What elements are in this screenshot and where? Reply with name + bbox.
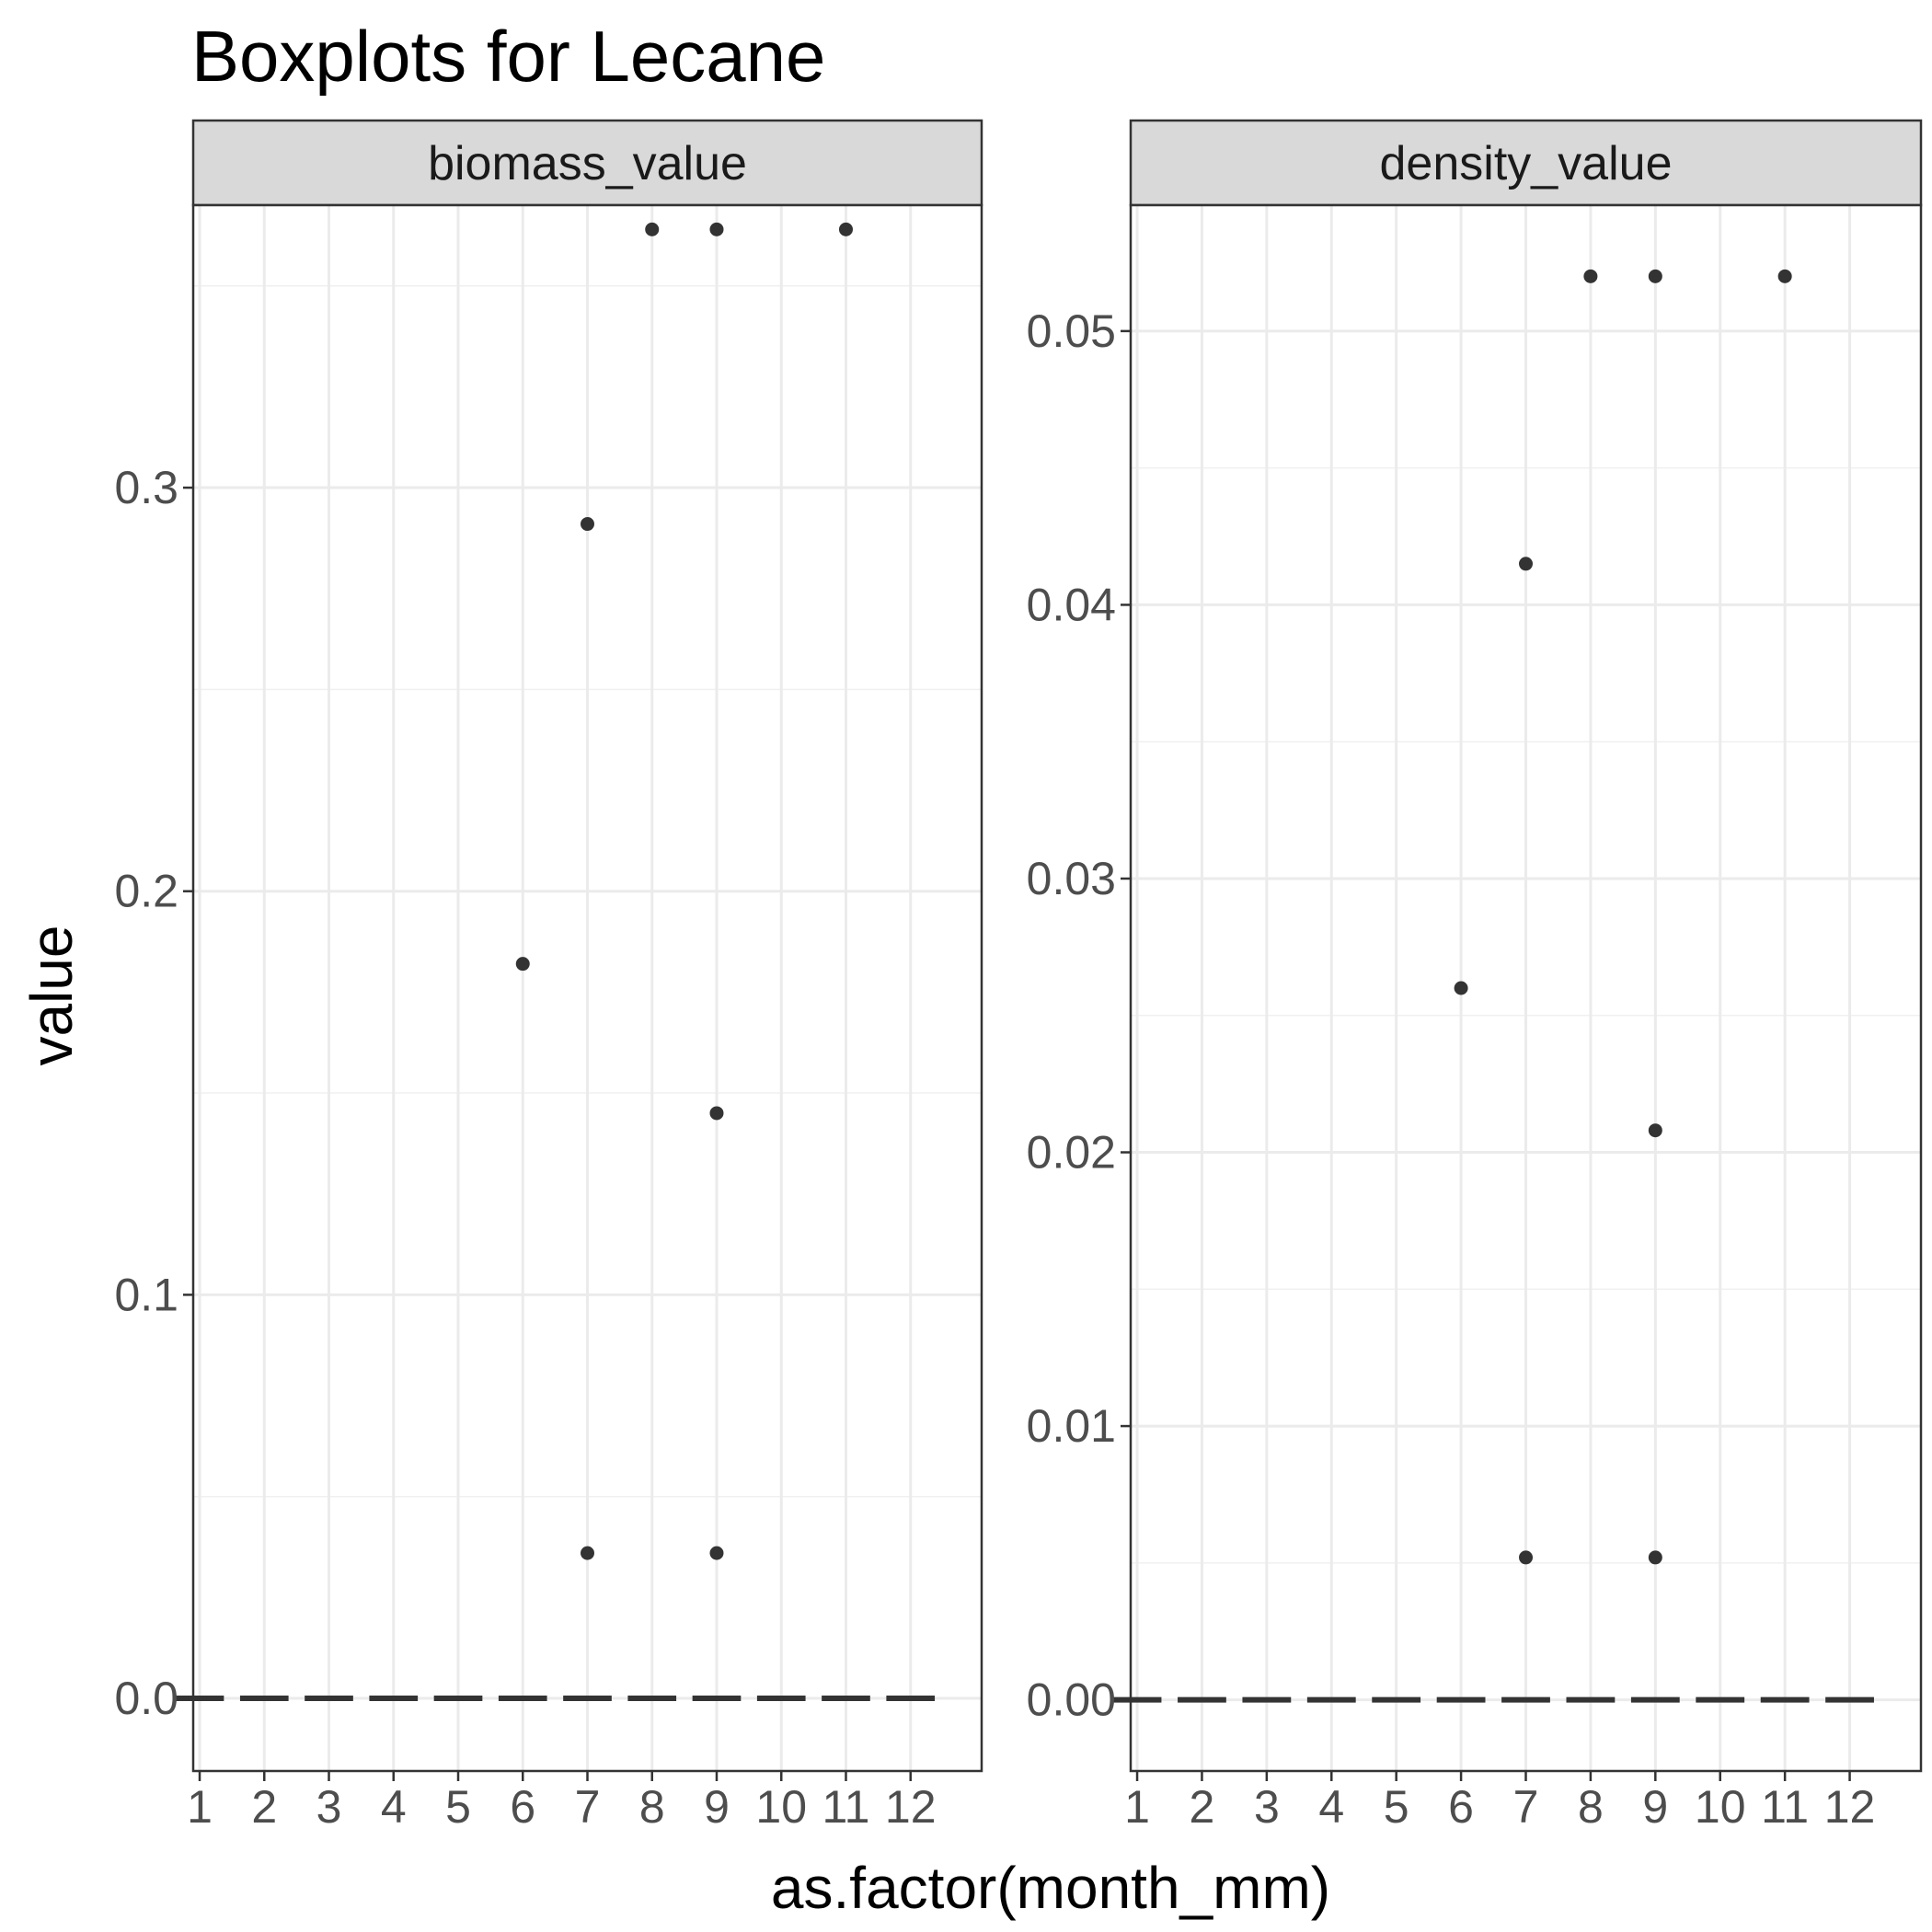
- x-tick-label: 11: [1761, 1781, 1809, 1833]
- y-tick-label: 0.03: [1027, 853, 1116, 904]
- x-tick-label: 10: [755, 1781, 807, 1833]
- outlier-point: [1583, 269, 1598, 283]
- outlier-point: [581, 517, 594, 532]
- facet-strip: [191, 119, 983, 207]
- y-tick-label: 0.02: [1027, 1127, 1116, 1179]
- x-tick-label: 9: [704, 1781, 730, 1833]
- outlier-point: [709, 1106, 724, 1121]
- y-tick-label: 0.1: [114, 1269, 178, 1320]
- outlier-point: [1648, 1550, 1662, 1565]
- x-tick-label: 7: [575, 1781, 601, 1833]
- y-axis-title: value: [18, 926, 85, 1066]
- x-tick-label: 4: [1318, 1781, 1344, 1833]
- x-tick-label: 7: [1513, 1781, 1539, 1833]
- y-tick-label: 0.01: [1027, 1400, 1116, 1452]
- outlier-point: [515, 957, 530, 972]
- y-tick-label: 0.3: [114, 462, 178, 513]
- outlier-point: [1454, 981, 1468, 995]
- y-tick-label: 0.00: [1027, 1674, 1116, 1726]
- x-tick-label: 3: [1254, 1781, 1280, 1833]
- x-tick-label: 6: [510, 1781, 535, 1833]
- x-tick-label: 8: [1578, 1781, 1604, 1833]
- x-tick-label: 1: [1124, 1781, 1150, 1833]
- x-tick-label: 12: [885, 1781, 937, 1833]
- outlier-point: [1519, 557, 1533, 571]
- x-tick-label: 10: [1695, 1781, 1746, 1833]
- chart-title: Boxplots for Lecane: [191, 16, 825, 97]
- x-tick-label: 9: [1642, 1781, 1668, 1833]
- x-tick-label: 1: [187, 1781, 213, 1833]
- x-axis-title: as.factor(month_mm): [771, 1855, 1330, 1921]
- facet-strip-label: biomass_value: [428, 137, 747, 190]
- x-tick-label: 3: [316, 1781, 342, 1833]
- facet-strip-label: density_value: [1380, 137, 1673, 190]
- outlier-point: [1648, 269, 1662, 283]
- y-tick-label: 0.05: [1027, 305, 1116, 357]
- outlier-point: [1648, 1123, 1662, 1138]
- x-tick-label: 2: [1190, 1781, 1215, 1833]
- outlier-point: [1519, 1550, 1533, 1565]
- outlier-point: [709, 222, 724, 236]
- x-tick-label: 5: [1384, 1781, 1409, 1833]
- x-tick-label: 8: [639, 1781, 665, 1833]
- x-tick-label: 4: [381, 1781, 407, 1833]
- x-tick-label: 2: [251, 1781, 277, 1833]
- x-tick-label: 11: [822, 1781, 870, 1833]
- outlier-point: [1777, 269, 1792, 283]
- facet-strip: [1129, 119, 1923, 207]
- outlier-point: [581, 1546, 594, 1560]
- outlier-point: [645, 222, 660, 236]
- y-tick-label: 0.04: [1027, 579, 1116, 630]
- x-tick-label: 5: [445, 1781, 471, 1833]
- outlier-point: [838, 222, 853, 236]
- x-tick-label: 12: [1824, 1781, 1876, 1833]
- y-tick-label: 0.2: [114, 866, 178, 917]
- outlier-point: [709, 1546, 724, 1560]
- x-tick-label: 6: [1448, 1781, 1474, 1833]
- y-tick-label: 0.0: [114, 1673, 178, 1724]
